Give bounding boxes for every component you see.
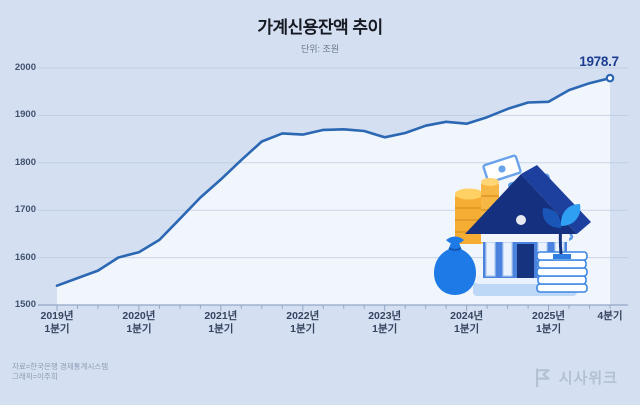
money-plant-icon [536,204,588,293]
y-tick-label: 1500 [14,299,36,310]
publisher-logo-text: 시사위크 [558,369,618,387]
x-tick-label: 2021년 1분기 [204,310,238,335]
x-tick-label: 2020년 1분기 [122,310,156,335]
x-tick-label: 2025년 1분기 [532,310,566,335]
x-tick-label: 4분기 [597,310,623,322]
y-tick-label: 1600 [14,251,36,263]
unit-label: 단위: 조원 [300,44,340,54]
chart-title: 가계신용잔액 추이 [257,18,383,37]
source-note: 자료=한국은행 경제통계시스템 [12,362,109,371]
y-tick-label: 1800 [14,156,36,168]
credit-note: 그래픽=이주희 [12,372,58,381]
sisaweek-logo-icon [535,368,550,388]
x-tick-label: 2019년 1분기 [40,310,74,335]
area-fill [57,78,610,305]
money-bag-icon [434,236,476,295]
y-tick-label: 1900 [14,109,36,121]
x-tick-label: 2024년 1분기 [450,310,484,335]
latest-value-label: 1978.7 [579,54,619,70]
endpoint-marker [605,73,615,83]
y-tick-label: 2000 [14,62,36,73]
x-tick-label: 2022년 1분기 [286,310,320,335]
footer-notes: 자료=한국은행 경제통계시스템 그래픽=이주희 [12,362,108,382]
finance-illustration [434,154,591,296]
x-tick-label: 2023년 1분기 [368,310,402,335]
trend-line [55,76,612,287]
publisher-logo: 시사위크 [532,366,618,388]
y-tick-label: 1700 [14,204,36,216]
